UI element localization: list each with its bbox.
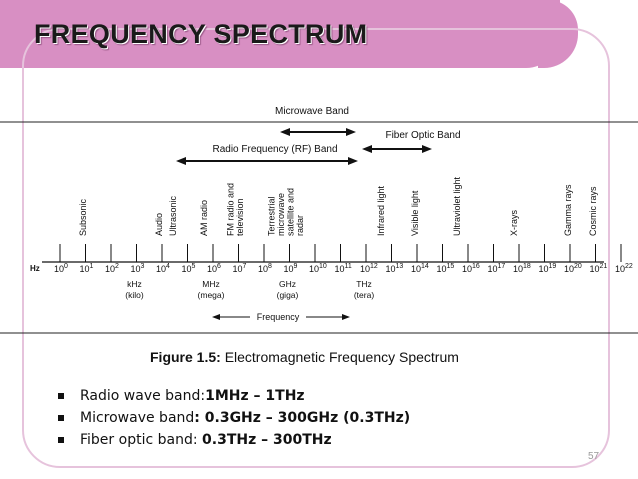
region-label: Ultraviolet light (452, 176, 462, 236)
axis-tick-label: 102 (105, 263, 119, 274)
microwave-band-label: Microwave Band (275, 106, 349, 117)
axis-tick-label: 1013 (386, 263, 404, 274)
axis-tick-label: 109 (284, 263, 298, 274)
axis-tick-label: 104 (156, 263, 170, 274)
bullet-label: Microwave band (80, 410, 195, 426)
region-label: Ultrasonic (168, 195, 178, 236)
axis-tick-label: 107 (233, 263, 247, 274)
axis-tick-labels: 100 101 102 103 104 105 106 107 108 109 1010 1011 10… (54, 263, 633, 274)
bullet-square-icon (58, 415, 64, 421)
region-label: AM radio (199, 200, 209, 236)
region-label: X-rays (509, 209, 519, 236)
axis-tick-label: 1017 (488, 263, 506, 274)
axis-tick-label: 1014 (411, 263, 429, 274)
region-label: Infrared light (376, 185, 386, 236)
axis-tick-label: 108 (258, 263, 272, 274)
axis-tick-label: 100 (54, 263, 68, 274)
page-number: 57 (588, 451, 600, 462)
figure-caption: Figure 1.5: Electromagnetic Frequency Sp… (150, 349, 459, 365)
axis-unit-label: Hz (30, 264, 40, 273)
prefix-unit: MHz (202, 279, 219, 289)
frequency-label: Frequency (257, 312, 300, 322)
axis-tick-label: 1019 (539, 263, 557, 274)
title-bar (0, 0, 578, 68)
prefix-name: (giga) (277, 290, 299, 300)
axis-tick-label: 1010 (309, 263, 327, 274)
frequency-arrow: Frequency (212, 312, 350, 322)
bullet-label: Fiber optic band: (80, 432, 203, 448)
region-labels: Subsonic Audio Ultrasonic AM radio FM radio … (78, 176, 598, 236)
bullet-value: : 0.3GHz – 300GHz (0.3THz) (194, 410, 411, 426)
region-label: Terrestrialmicrowavesatellite andradar (267, 188, 306, 236)
caption-text: Electromagnetic Frequency Spectrum (224, 349, 459, 365)
axis-tick-label: 1021 (590, 263, 608, 274)
fiber-optic-band-label: Fiber Optic Band (385, 130, 460, 141)
bullet-microwave: Microwave band: 0.3GHz – 300GHz (0.3THz) (54, 407, 410, 429)
bullet-radio-wave: Radio wave band:1MHz – 1THz (54, 385, 410, 407)
fiber-optic-band-arrow (362, 145, 432, 153)
axis-tick-label: 1015 (437, 263, 455, 274)
region-label: Subsonic (78, 198, 88, 236)
slide-title: FREQUENCY SPECTRUM (34, 19, 368, 49)
spectrum-figure: Microwave Band Fiber Optic Band Radio Fr… (0, 106, 638, 334)
axis-tick-label: 1016 (462, 263, 480, 274)
slide-frame (22, 28, 610, 468)
region-label: Cosmic rays (588, 186, 598, 236)
prefix-unit: kHz (127, 279, 142, 289)
region-label: Visible light (410, 190, 420, 236)
bullet-list: Radio wave band:1MHz – 1THz Microwave ba… (54, 385, 410, 451)
bullet-square-icon (58, 393, 64, 399)
caption-label: Figure 1.5: (150, 349, 221, 365)
axis-ticks (59, 244, 622, 262)
axis-tick-label: 101 (80, 263, 94, 274)
rf-band-label: Radio Frequency (RF) Band (212, 144, 337, 155)
region-label: Gamma rays (563, 184, 573, 236)
axis-tick-label: 1022 (615, 263, 633, 274)
axis-tick-label: 1012 (360, 263, 378, 274)
prefix-unit: THz (356, 279, 372, 289)
prefix-name: (mega) (198, 290, 225, 300)
bullet-value: 1MHz – 1THz (205, 388, 305, 404)
axis-tick-label: 1011 (335, 263, 352, 274)
axis-tick-label: 1020 (564, 263, 582, 274)
microwave-band-arrow (280, 128, 356, 136)
prefix-name: (kilo) (125, 290, 144, 300)
bullet-label: Radio wave band: (80, 388, 206, 404)
bullet-value: 0.3THz – 300THz (202, 432, 332, 448)
region-label: Audio (154, 213, 164, 236)
bullet-fiber-optic: Fiber optic band: 0.3THz – 300THz (54, 429, 410, 451)
axis-tick-label: 105 (182, 263, 196, 274)
bullet-square-icon (58, 437, 64, 443)
axis-tick-label: 103 (131, 263, 145, 274)
prefix-name: (tera) (354, 290, 374, 300)
rf-band-arrow (176, 157, 358, 165)
axis-tick-label: 1018 (513, 263, 531, 274)
prefix-unit: GHz (279, 279, 296, 289)
prefix-labels: kHz(kilo) MHz(mega) GHz(giga) THz(tera) (125, 279, 374, 300)
region-label: FM radio andtelevision (226, 183, 246, 236)
axis-tick-label: 106 (207, 263, 221, 274)
